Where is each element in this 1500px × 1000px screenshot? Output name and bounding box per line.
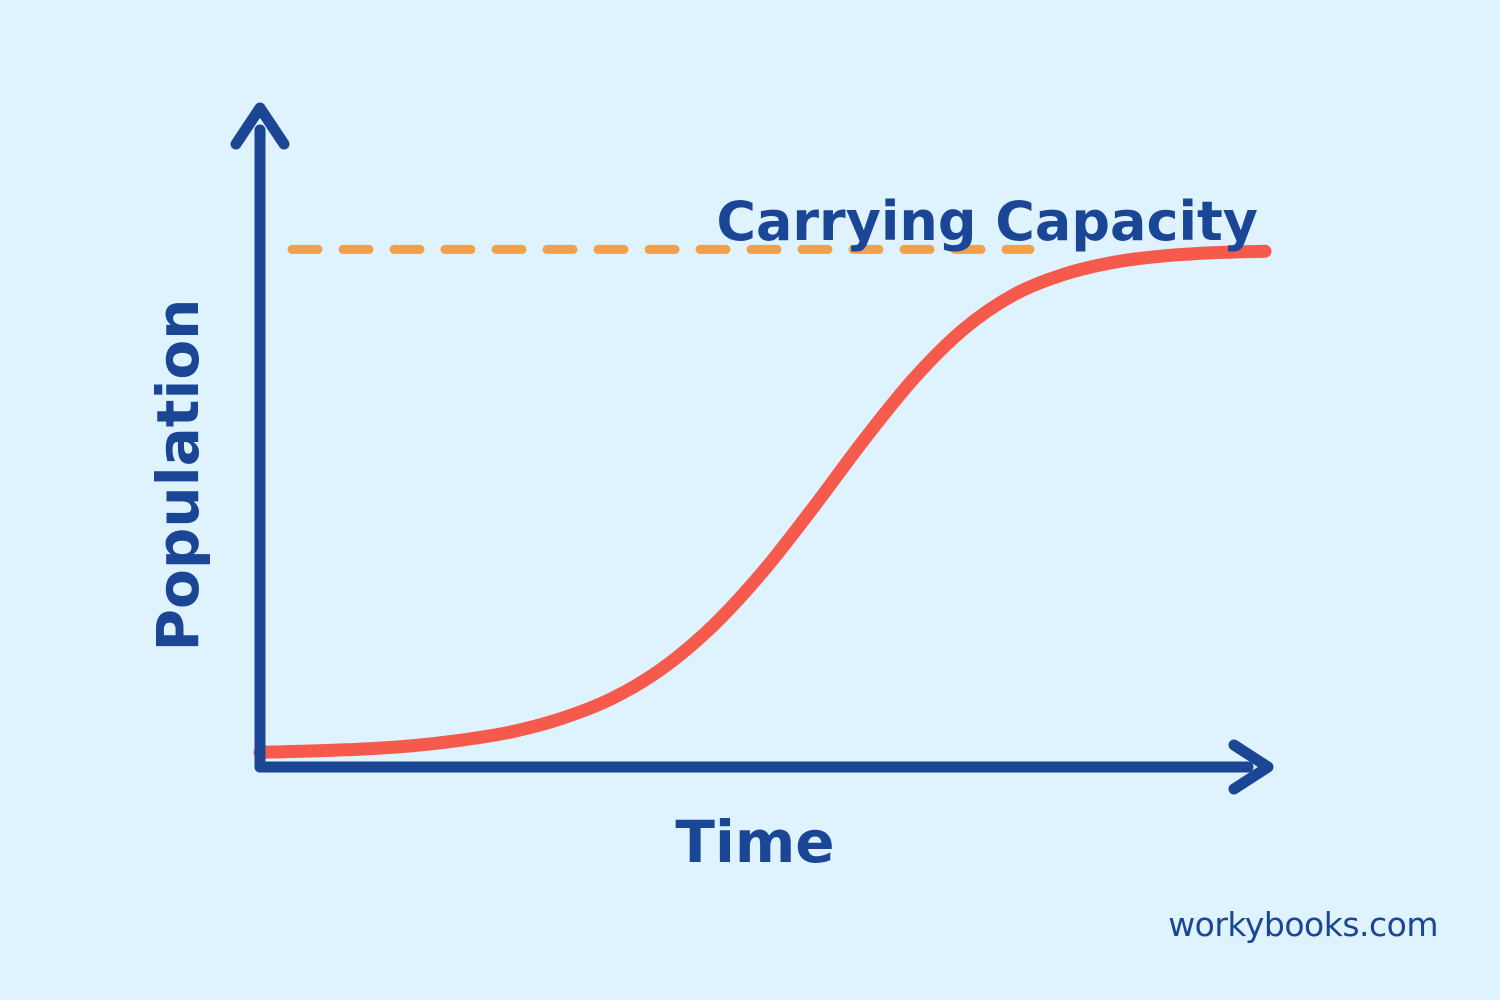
y-axis-label: Population <box>144 299 212 652</box>
carrying-capacity-label: Carrying Capacity <box>716 190 1258 253</box>
y-axis-arrow-icon <box>230 102 290 150</box>
x-axis-label: Time <box>675 808 834 876</box>
x-axis-arrow-icon <box>1228 739 1274 795</box>
source-watermark: workybooks.com <box>1168 905 1438 944</box>
population-growth-curve <box>253 244 1272 759</box>
